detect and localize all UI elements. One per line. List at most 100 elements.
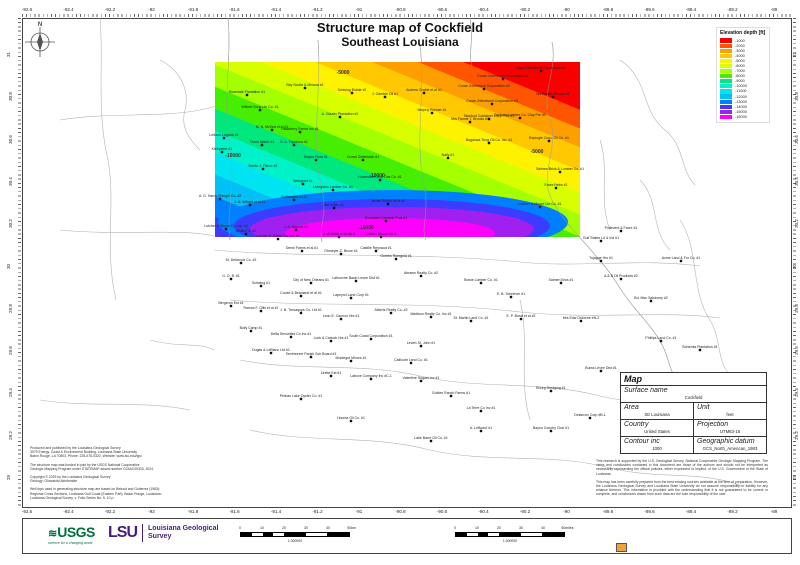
lon-tick-label: -89.8 [602, 509, 614, 514]
svg-text:Lutcher B. Babin Co. Inc. #1: Lutcher B. Babin Co. Inc. #1 [256, 234, 300, 238]
svg-text:Cooke & Beanland et al #1: Cooke & Beanland et al #1 [280, 291, 322, 295]
svg-text:Ohmeyer-Z. Bruce #1: Ohmeyer-Z. Bruce #1 [324, 249, 358, 253]
lon-tick-label: -90.4 [478, 509, 489, 514]
lon-tick-label: -90 [563, 509, 570, 514]
lon-tick-label: -90.8 [395, 7, 406, 12]
legend-swatch [720, 109, 732, 114]
well-marker: Levert-St. John #1 [407, 341, 435, 348]
lon-tick-label: -91.4 [270, 509, 282, 514]
svg-text:Crown Zellerbach Corporation #: Crown Zellerbach Corporation #1 [477, 74, 529, 78]
lsu-org-line2: Survey [148, 533, 172, 540]
legend-label: -1000 [735, 38, 745, 43]
svg-text:Abrams Realty Co. #2: Abrams Realty Co. #2 [404, 271, 438, 275]
well-marker: Ogan Zellerbach Corporation #1 [516, 66, 566, 73]
svg-text:A. Glazier Plantation #1: A. Glazier Plantation #1 [322, 112, 359, 116]
scalebar-tick-label: 50miles [561, 526, 574, 530]
svg-text:Favre Heirs #1: Favre Heirs #1 [545, 183, 568, 187]
svg-text:Livingston Lumber Co. #1: Livingston Lumber Co. #1 [313, 185, 353, 189]
well-marker: Martin J. Fisher #1 [249, 164, 278, 171]
left-tick-strip [18, 18, 21, 508]
scalebar-miles: 0 10 20 30 40 50miles 1:300000 [454, 526, 573, 543]
scalebar-segment [284, 533, 306, 536]
svg-text:Lafourche Basin Levee Dist #1: Lafourche Basin Levee Dist #1 [332, 276, 380, 280]
well-marker: Crown Zellerbach Corporation #3 [466, 99, 518, 106]
legend-title: Elevation depth [ft] [720, 30, 766, 36]
legend-swatch [720, 104, 732, 109]
legend-entry: -9000 [720, 79, 766, 84]
svg-text:Montegut Minors #1: Montegut Minors #1 [336, 356, 367, 360]
well-marker: Acme Land & Fur Co. #1 [662, 256, 700, 263]
scalebar-miles-ratio: 1:300000 [502, 539, 518, 543]
well-marker: G. O. B. #1 [222, 274, 240, 281]
svg-text:Mrs Fannie T. Brooks #1: Mrs Fannie T. Brooks #1 [451, 117, 489, 121]
svg-text:South Coast Corporation #1: South Coast Corporation #1 [349, 334, 392, 338]
well-marker: Madison Realty Co. Inc #1 [410, 312, 452, 319]
lon-tick-label: -91.8 [187, 509, 199, 514]
usgs-tagline: science for a changing world [48, 541, 93, 545]
svg-text:J. di Wolfe et al #A-1: J. di Wolfe et al #A-1 [323, 232, 355, 236]
well-marker: St. Martin Land Co. #1 [453, 316, 489, 323]
lsu-wordmark: LSU [108, 524, 138, 541]
contour-inc-value: 1000 [652, 446, 662, 451]
well-marker: Schwing #1 [252, 281, 270, 288]
well-marker: Denham Lumber Co. Clay Pre #1 [494, 113, 546, 120]
table-header: Map [621, 373, 766, 386]
well-marker: D. A. Topolona #1 [280, 140, 308, 147]
lon-tick-label: -92 [148, 7, 155, 12]
lon-tick-label: -90.2 [519, 509, 531, 514]
lon-tick-label: -89.6 [644, 509, 655, 514]
svg-text:J. A. Willard et al #1: J. A. Willard et al #1 [235, 200, 266, 204]
geographic-datum-value: GCS_North_American_1983 [702, 446, 758, 451]
elevation-legend: Elevation depth [ft] -1000 -2000 -3000 -400… [716, 27, 770, 123]
lsu-divider [142, 524, 143, 542]
well-marker: James Buskin et al #1 [371, 199, 405, 206]
svg-text:Bergeron Est #1: Bergeron Est #1 [218, 301, 243, 305]
well-marker: Bergeron Est #1 [218, 301, 244, 308]
scalebar-km-bar [240, 532, 350, 537]
scalebar-km-ratio: 1:300000 [287, 539, 303, 543]
well-marker: J. di Wolfe et al #A-1 [323, 232, 355, 239]
well-marker: Willard 'A' #1 [236, 229, 256, 236]
well-marker: A. LeBoeuf #1 [470, 426, 492, 433]
scalebar-km-ticks: 0 10 20 30 40 50km [239, 526, 356, 532]
legend-swatch [720, 89, 732, 94]
scalebar-tick-label: 40 [326, 526, 330, 530]
well-marker: Ohmeyer-Z. Bruce #1 [324, 249, 358, 256]
well-marker: Lutcher Moore #B-3 [366, 232, 397, 239]
credit-copyright: Copyright © 2025 by the Louisiana Geolog… [30, 475, 111, 484]
svg-text:J. Gamble Oil #1: J. Gamble Oil #1 [372, 92, 398, 96]
svg-text:Tujague Hrs #1: Tujague Hrs #1 [589, 256, 613, 260]
well-marker: A. G. Harris Shingle Co. #2 [199, 194, 241, 201]
map-frame [22, 18, 792, 508]
svg-text:Lock & Carlock Hrs #1: Lock & Carlock Hrs #1 [314, 336, 349, 340]
svg-text:Lirette Est #1: Lirette Est #1 [321, 371, 342, 375]
top-tick-strip [22, 14, 792, 17]
lon-tick-label: -89 [770, 7, 778, 12]
disclaimer-text: This research is supported by the U.S. G… [596, 459, 768, 501]
well-marker: Lirette Est #1 [321, 371, 342, 378]
svg-text:Replogle Corp. Oil Co. #1: Replogle Corp. Oil Co. #1 [529, 136, 569, 140]
legend-rows: -1000 -2000 -3000 -4000 -5000 -6000 -7000 -8000… [720, 38, 766, 120]
well-marker: Alberts Realty Co. #2 [374, 308, 408, 315]
well-marker: Crown Zellerbach #1 [347, 155, 379, 162]
well-marker: Bogalusa Tung Oil Co. Inc. #1 [466, 138, 512, 145]
legend-label: -12000 [735, 94, 747, 99]
well-marker: Hammond Oil & Gas Co. #1 [358, 175, 402, 182]
well-marker: Ledoux-Laguna #1 [209, 133, 239, 140]
contour-labels: -5000 -5000 -10000 -10000 -15000 [225, 70, 543, 231]
well-marker: Gulf States Ld & Ind #1 [583, 236, 619, 243]
lon-tick-label: -90.4 [478, 7, 489, 12]
svg-text:Denis Farms et al #1: Denis Farms et al #1 [286, 246, 318, 250]
well-marker: Ball Miller #1 [324, 203, 344, 210]
scalebar-segment [520, 533, 543, 536]
svg-text:Trans Match #1: Trans Match #1 [250, 140, 274, 144]
north-arrow-icon: N [25, 22, 55, 57]
svg-text:Hackberry Farms Inc #1: Hackberry Farms Inc #1 [281, 127, 318, 131]
scalebar-tick-label: 20 [497, 526, 501, 530]
lon-tick-label: -91 [355, 509, 363, 514]
well-marker: Lock & Carlock Hrs #1 [314, 336, 349, 343]
legend-label: -2000 [735, 43, 745, 48]
legend-entry: -6000 [720, 63, 766, 69]
longitude-labels-bottom: -92.6 -92.4 -92.2 -92 -91.8 -91.6 -91.4 -91.2 -9… [0, 509, 800, 517]
svg-text:Bowie Lumber Co. #1: Bowie Lumber Co. #1 [464, 278, 498, 282]
